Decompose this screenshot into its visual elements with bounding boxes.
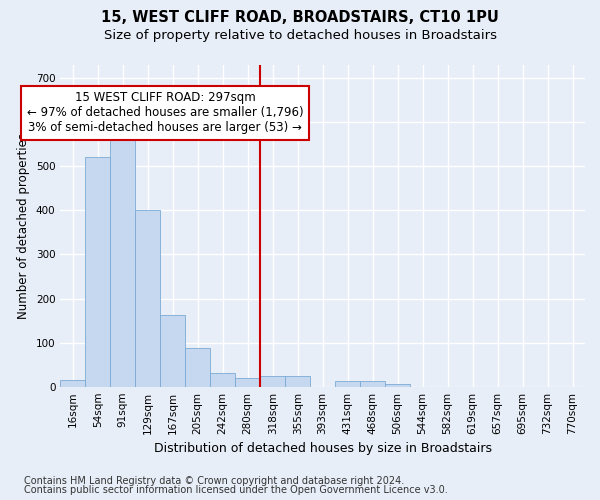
- Bar: [285, 376, 310, 386]
- Bar: [260, 376, 285, 386]
- Bar: [135, 210, 160, 386]
- Bar: [61, 380, 85, 386]
- Bar: [185, 348, 210, 387]
- Text: 15, WEST CLIFF ROAD, BROADSTAIRS, CT10 1PU: 15, WEST CLIFF ROAD, BROADSTAIRS, CT10 1…: [101, 10, 499, 25]
- Bar: [360, 381, 385, 386]
- Bar: [335, 381, 360, 386]
- Y-axis label: Number of detached properties: Number of detached properties: [17, 133, 30, 319]
- X-axis label: Distribution of detached houses by size in Broadstairs: Distribution of detached houses by size …: [154, 442, 491, 455]
- Bar: [210, 374, 235, 386]
- Text: Size of property relative to detached houses in Broadstairs: Size of property relative to detached ho…: [104, 29, 497, 42]
- Bar: [85, 156, 110, 386]
- Text: 15 WEST CLIFF ROAD: 297sqm
← 97% of detached houses are smaller (1,796)
3% of se: 15 WEST CLIFF ROAD: 297sqm ← 97% of deta…: [27, 92, 304, 134]
- Bar: [385, 384, 410, 386]
- Bar: [110, 131, 135, 386]
- Text: Contains HM Land Registry data © Crown copyright and database right 2024.: Contains HM Land Registry data © Crown c…: [24, 476, 404, 486]
- Text: Contains public sector information licensed under the Open Government Licence v3: Contains public sector information licen…: [24, 485, 448, 495]
- Bar: [160, 315, 185, 386]
- Bar: [235, 378, 260, 386]
